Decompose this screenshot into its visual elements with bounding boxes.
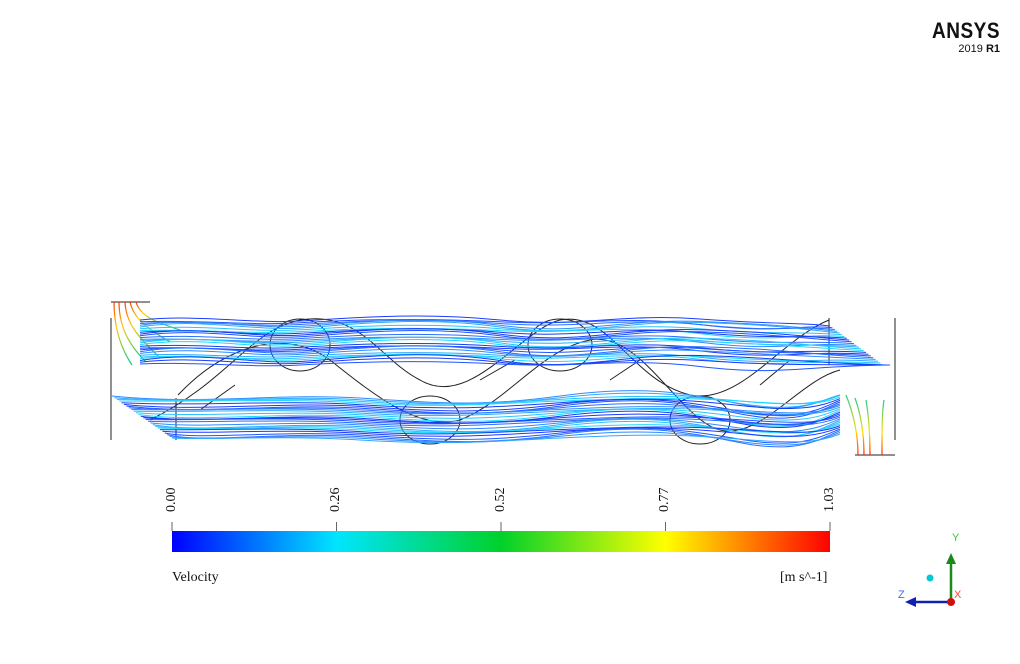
streamline [139, 336, 857, 348]
streamline [133, 406, 841, 417]
colorbar-tick-label: 0.26 [328, 487, 343, 513]
legend-units: [m s^-1] [780, 570, 828, 585]
streamline [138, 408, 841, 427]
streamline [139, 361, 891, 372]
streamline [139, 318, 833, 330]
streamline [143, 413, 841, 425]
legend-title: Velocity [172, 570, 219, 585]
streamline [139, 319, 838, 332]
view-indicator-dot [926, 574, 934, 582]
streamline [139, 354, 886, 366]
streamline [119, 396, 841, 406]
streamline [139, 319, 835, 330]
y-axis-arrowhead [946, 553, 956, 564]
streamline [139, 353, 883, 366]
streamline [140, 410, 841, 429]
ansys-logo: ANSYS 2019 R1 [932, 19, 1000, 55]
streamline [123, 398, 841, 416]
streamline [139, 330, 852, 343]
logo-brand: ANSYS [932, 19, 1000, 44]
streamline [139, 345, 869, 356]
streamline [121, 398, 841, 409]
streamline [139, 333, 855, 345]
x-axis-dot [947, 598, 955, 606]
streamline [159, 425, 841, 435]
y-axis-label: Y [952, 532, 960, 544]
streamline [139, 320, 840, 334]
streamline [131, 404, 841, 415]
streamline [139, 315, 831, 327]
logo-year: 2019 [958, 43, 983, 55]
x-axis-label: X [954, 589, 962, 601]
streamline [167, 428, 841, 448]
streamline [164, 427, 841, 444]
outlet-streamlines [845, 394, 885, 456]
z-axis-label: Z [898, 589, 905, 601]
colorbar-tick-label: 0.52 [493, 487, 508, 513]
streamline [126, 400, 841, 419]
streamline [139, 348, 876, 360]
streamline [171, 433, 841, 444]
colorbar-tick-label: 0.00 [164, 487, 179, 513]
logo-version: 2019 R1 [932, 44, 1000, 55]
streamline [139, 357, 888, 366]
streamline [139, 345, 871, 357]
z-axis-arrowhead [905, 597, 916, 607]
logo-release: R1 [985, 43, 1000, 55]
colorbar-ticks [171, 522, 831, 531]
streamline [139, 339, 864, 352]
streamline [139, 328, 850, 341]
axis-triad[interactable] [905, 553, 956, 607]
streamline [147, 416, 841, 427]
streamline [139, 327, 845, 339]
streamline [157, 423, 841, 434]
colorbar [172, 531, 830, 552]
streamline [139, 352, 879, 362]
streamline [139, 328, 847, 339]
streamline [139, 345, 874, 359]
streamline [145, 415, 841, 425]
colorbar-tick-label: 1.03 [822, 487, 837, 513]
lower-channel-streamlines [111, 390, 841, 448]
streamline [139, 336, 862, 350]
streamline [169, 431, 841, 446]
upper-channel-streamlines [139, 315, 891, 372]
streamline [135, 408, 841, 421]
streamline [162, 426, 841, 437]
colorbar-tick-label: 0.77 [657, 487, 672, 513]
